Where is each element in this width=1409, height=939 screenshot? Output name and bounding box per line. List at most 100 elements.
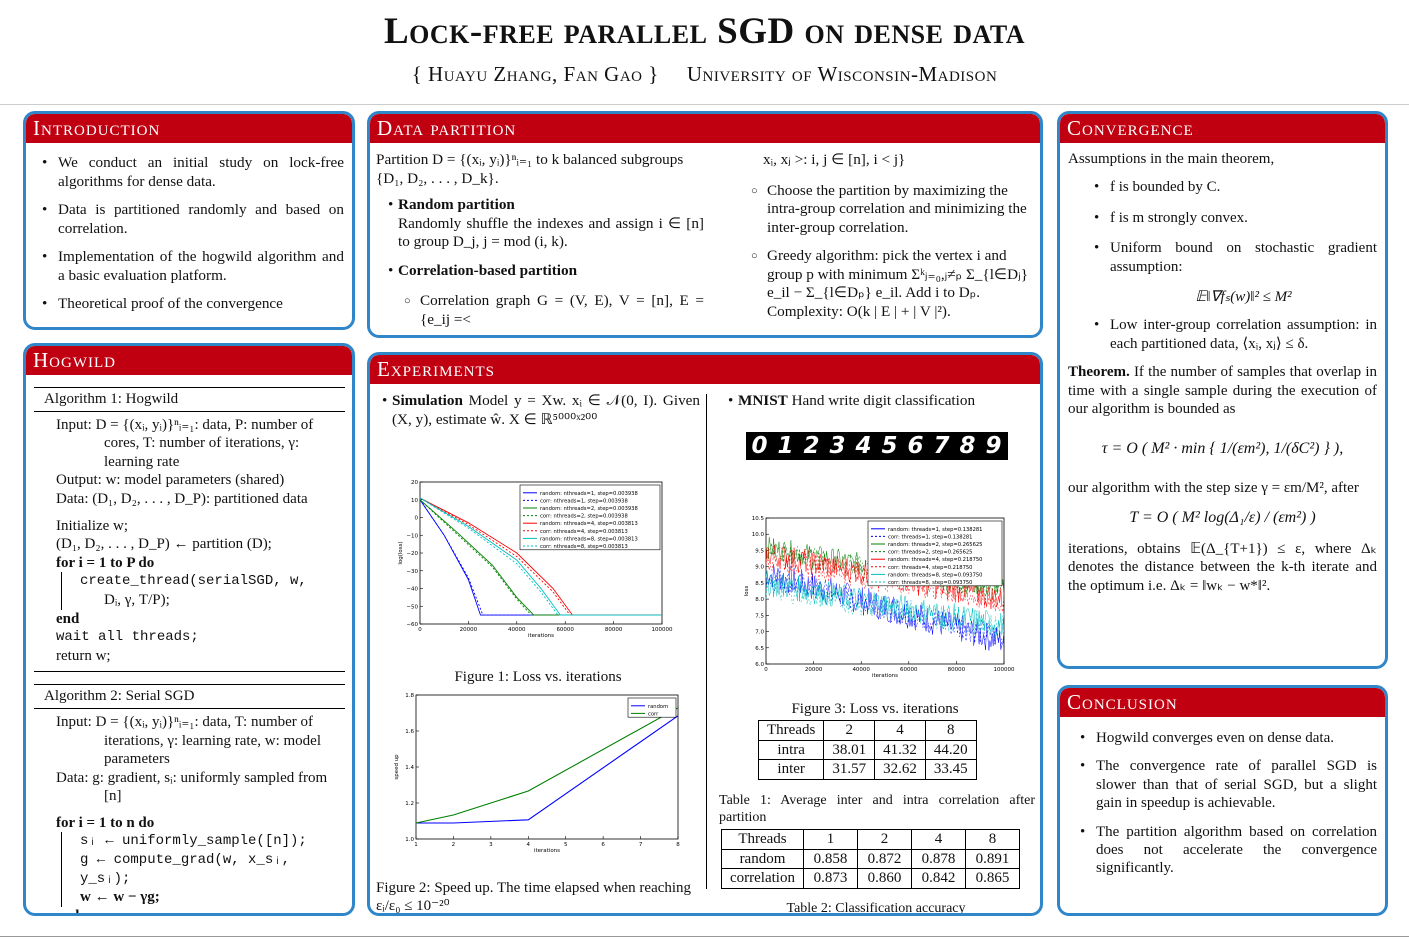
x-tick-label: 80000 [605, 627, 623, 633]
table1-caption: Table 1: Average inter and intra correla… [719, 793, 1035, 825]
table-row: inter 31.57 32.62 33.45 [757, 759, 977, 780]
figure1-caption: Figure 1: Loss vs. iterations [370, 668, 706, 687]
x-tick-label: 80000 [948, 667, 966, 673]
x-tick-label: 8 [676, 842, 680, 848]
alg1-input: Input: D = {(xᵢ, yᵢ)}ⁿᵢ₌₁: data, P: numb… [56, 416, 314, 470]
assumption-item: Uniform bound on stochastic gradient ass… [1082, 239, 1377, 306]
x-tick-label: 20000 [805, 667, 823, 673]
alg2-data: Data: g: gradient, sᵢ: uniformly sampled… [56, 769, 328, 805]
table-cell: 4 [910, 829, 966, 850]
mnist-text: Hand write digit classification [791, 392, 976, 409]
intro-bullet: Implementation of the hogwild algorithm … [30, 248, 344, 285]
table-cell: 32.62 [874, 759, 926, 780]
series-line [415, 707, 679, 824]
conclusion-item: The convergence rate of parallel SGD is … [1068, 757, 1377, 812]
mnist-title: MNIST [738, 392, 788, 409]
alg1-line: (D₁, D₂, . . . , D_P) ← partition (D); [56, 536, 272, 553]
poster-title: Lock-free parallel SGD on dense data [383, 11, 1026, 52]
series-line [765, 574, 1005, 640]
convergence-intro: Assumptions in the main theorem, [1068, 151, 1275, 167]
series-line [416, 715, 679, 824]
x-tick-label: 40000 [852, 667, 870, 673]
mnist-loss-chart: 0 20000 40000 60000 80000 100000 10.5 10.0 9.5 9.… [744, 516, 1015, 679]
poster-authors: { Huayu Zhang, Fan Gao } University of Wi… [0, 62, 1409, 87]
x-tick-label: 100000 [652, 627, 673, 633]
fig1-caption-text: Figure 1: Loss vs. iterations [454, 669, 622, 685]
alg1-line: Initialize w; [56, 517, 129, 534]
y-tick-label: 8.0 [755, 597, 764, 603]
x-tick-label: 1 [414, 842, 418, 848]
intro-bullet: Theoretical proof of the convergence [30, 295, 344, 314]
loss-chart: 0 20000 40000 60000 80000 100000 20 10 0 −10 −20 −3… [398, 480, 673, 639]
corr-graph-cont: xᵢ, xⱼ >: i, j ∈ [n], i < j} [763, 151, 906, 168]
x-tick-label: 0 [418, 627, 422, 633]
table-cell: Threads [757, 720, 825, 741]
conclusion-list: Hogwild converges even on dense data. Th… [1068, 729, 1377, 878]
table-cell: 0.842 [910, 868, 966, 889]
y-tick-label: 1.2 [405, 801, 414, 807]
alg2-input: Input: D = {(xᵢ, yᵢ)}ⁿᵢ₌₁: data, T: numb… [56, 713, 321, 768]
legend-label: corr: threads=4, step=0.218750 [888, 565, 972, 571]
legend-label: corr: nthreads=8, step=0.003813 [540, 544, 628, 550]
y-tick-label: −20 [406, 551, 418, 557]
y-tick-label: 9.5 [755, 548, 764, 554]
legend-label: corr: threads=2, step=0.265625 [888, 550, 972, 556]
table-cell: intra [757, 739, 825, 760]
legend-label: corr: nthreads=2, step=0.003938 [540, 514, 628, 520]
x-tick-label: 0 [764, 667, 768, 673]
legend-label: corr [648, 711, 659, 717]
introduction-list: We conduct an initial study on lock-free… [30, 154, 344, 314]
series-line [419, 497, 662, 616]
table-cell: 0.891 [964, 848, 1020, 869]
table-cell: 38.01 [823, 739, 876, 760]
table-cell: 1 [802, 829, 858, 850]
x-axis-label: iterations [528, 633, 554, 639]
x-axis-label: iterations [872, 673, 898, 679]
y-tick-label: 6.0 [755, 662, 764, 668]
x-tick-label: 2 [452, 842, 456, 848]
x-tick-label: 5 [564, 842, 568, 848]
y-tick-label: 7.0 [755, 630, 764, 636]
mnist-digit-strip: 0 1 2 3 4 5 6 7 8 9 [746, 432, 1008, 460]
mnist-item: MNIST Hand write digit classification [716, 392, 1034, 411]
accuracy-table: Threads 1 2 4 8 random 0.858 0.872 0.878… [721, 829, 1020, 889]
y-axis-label: loss [744, 586, 750, 597]
table-cell: 33.45 [924, 759, 977, 780]
alg2-line: g ← compute_grad(w, x_sᵢ, y_sᵢ); [80, 852, 291, 887]
y-tick-label: 20 [411, 480, 418, 486]
y-tick-label: 10.5 [752, 516, 765, 522]
y-tick-label: 7.5 [755, 613, 764, 619]
table-cell: inter [757, 759, 825, 780]
y-tick-label: 8.5 [755, 581, 764, 587]
y-tick-label: 6.5 [755, 646, 764, 652]
correlation-table: Threads 2 4 8 intra 38.01 41.32 44.20 in… [757, 720, 977, 780]
algorithm-2: Algorithm 2: Serial SGD Input: D = {(xᵢ,… [34, 684, 345, 913]
y-tick-label: 1.0 [405, 837, 414, 843]
series-line [419, 499, 662, 616]
top-divider [0, 104, 1409, 105]
table2-caption: Table 2: Classification accuracy [786, 901, 966, 916]
hogwild-heading: Hogwild [26, 346, 352, 375]
table-cell: 4 [874, 720, 926, 741]
sim-text: Model y = Xw. xᵢ ∈ 𝒩(0, I). Given (X, y)… [392, 392, 701, 428]
experiments-heading: Experiments [370, 355, 1040, 384]
algorithm-1: Algorithm 1: Hogwild Input: D = {(xᵢ, yᵢ… [34, 387, 345, 673]
y-axis-label: speed up [394, 754, 400, 780]
y-tick-label: −60 [406, 622, 418, 628]
alg1-line: wait all threads; [56, 629, 199, 646]
partition-box: Data partition Partition D = {(xᵢ, yᵢ)}ⁿ… [367, 111, 1043, 338]
fig3-caption-text: Figure 3: Loss vs. iterations [791, 701, 959, 717]
x-tick-label: 100000 [994, 667, 1015, 673]
table-cell: 31.57 [823, 759, 876, 780]
alg2-title: Algorithm 2: Serial SGD [34, 685, 345, 709]
alg2-line: w ← w − γg; [80, 889, 160, 906]
step-size-text: our algorithm with the step size γ = εm/… [1068, 479, 1359, 496]
legend-box [519, 484, 661, 551]
legend-box [867, 520, 1003, 587]
legend-label: corr: nthreads=4, step=0.003813 [540, 529, 628, 535]
table-row: Threads 1 2 4 8 [721, 829, 1020, 850]
table-cell: 8 [924, 720, 977, 741]
table-cell: 44.20 [924, 739, 977, 760]
alg1-title: Algorithm 1: Hogwild [34, 388, 345, 412]
x-tick-label: 60000 [900, 667, 918, 673]
